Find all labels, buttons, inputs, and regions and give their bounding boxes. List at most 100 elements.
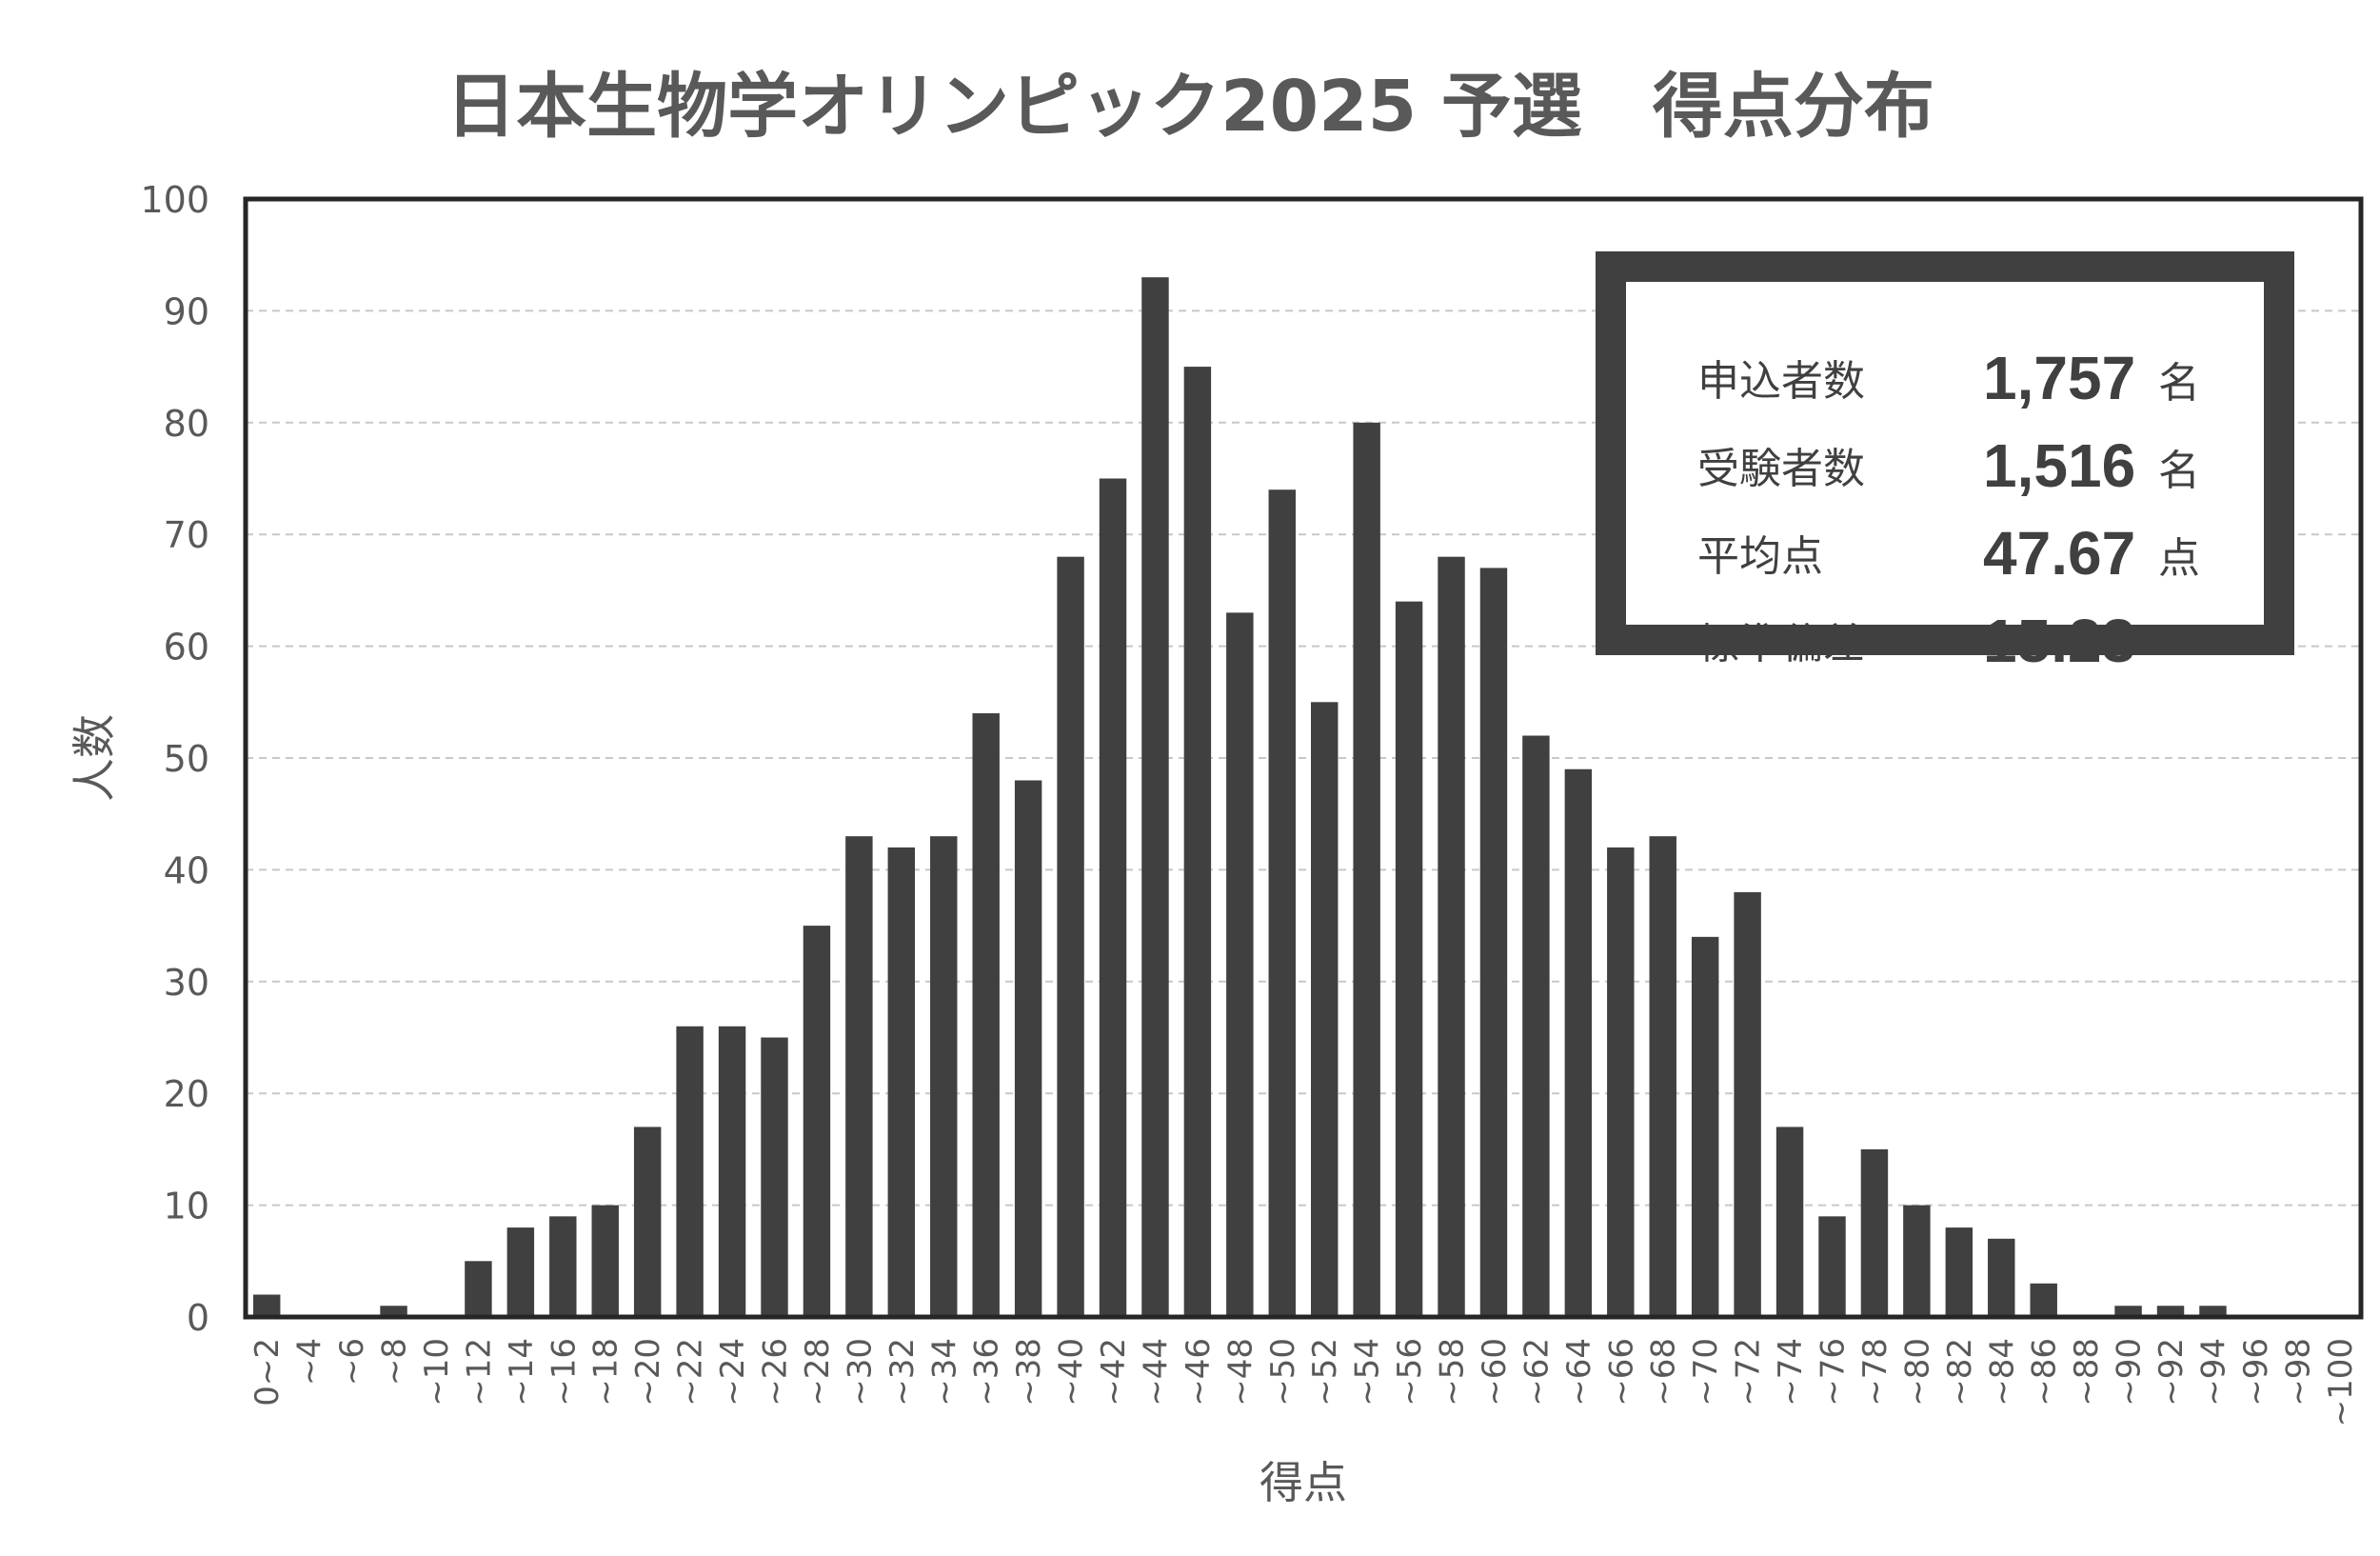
y-tick-labels: 0 10 20 30 40 50 60 70 80 90 100 [140, 179, 209, 1339]
bar [2199, 1306, 2227, 1317]
bar [465, 1261, 492, 1317]
x-tick-label: ~50 [1264, 1338, 1302, 1406]
bar [887, 847, 916, 1317]
x-tick-label: ~68 [1645, 1338, 1683, 1406]
stat-value-stdev: 15.23 [1983, 607, 2136, 675]
x-tick-label: ~54 [1349, 1338, 1387, 1406]
x-tick-label: ~88 [2068, 1338, 2106, 1406]
x-tick-label: ~70 [1687, 1338, 1725, 1406]
bar [1607, 847, 1635, 1317]
bar [1649, 836, 1676, 1317]
bar [761, 1037, 788, 1317]
y-tick-label: 20 [164, 1073, 209, 1115]
stat-label-mean: 平均点 [1697, 532, 1823, 581]
x-tick-label: ~74 [1772, 1338, 1810, 1406]
bar [1564, 768, 1593, 1317]
bar [930, 836, 958, 1317]
x-tick-label: ~92 [2152, 1338, 2191, 1406]
bar [676, 1026, 704, 1317]
stat-row-applicants: 申込者数 1,757 名 [1697, 333, 2231, 419]
x-tick-label: ~30 [841, 1338, 879, 1406]
x-tick-label: ~20 [629, 1338, 667, 1406]
bar [1057, 556, 1084, 1317]
bar [1141, 277, 1169, 1318]
x-tick-label: ~60 [1476, 1338, 1514, 1406]
bar [633, 1127, 662, 1317]
bar [845, 836, 873, 1317]
x-tick-label: ~66 [1602, 1338, 1640, 1406]
bar [1353, 422, 1380, 1317]
x-tick-label: ~14 [503, 1338, 541, 1406]
bar [1438, 556, 1465, 1317]
stat-unit-examinees: 名 [2158, 447, 2200, 495]
stat-row-examinees: 受験者数 1,516 名 [1697, 421, 2231, 507]
x-tick-label: ~12 [460, 1338, 498, 1406]
bar [2156, 1306, 2185, 1317]
y-tick-label: 40 [164, 849, 209, 891]
bar [718, 1026, 746, 1317]
bar [549, 1216, 577, 1317]
bar [1903, 1205, 1931, 1317]
x-tick-label: ~100 [2322, 1338, 2360, 1426]
x-tick-label: ~64 [1560, 1338, 1598, 1406]
bar [1734, 891, 1761, 1317]
bar [1099, 478, 1127, 1317]
stat-label-examinees: 受験者数 [1697, 445, 1865, 493]
bar [252, 1294, 281, 1317]
bar [1691, 936, 1719, 1317]
x-tick-label: ~52 [1306, 1338, 1344, 1406]
x-tick-label: ~18 [587, 1338, 625, 1406]
stat-value-mean: 47.67 [1983, 519, 2136, 588]
bar [1945, 1227, 1973, 1317]
stat-row-stdev: 標準偏差 15.23 [1697, 596, 2231, 682]
bar [1226, 612, 1254, 1317]
bar [803, 926, 831, 1317]
y-tick-label: 50 [164, 738, 209, 780]
x-tick-label: ~48 [1221, 1338, 1259, 1406]
x-tick-label: ~86 [2026, 1338, 2064, 1406]
x-tick-label: ~24 [714, 1338, 752, 1406]
stat-label-applicants: 申込者数 [1697, 357, 1865, 406]
y-tick-label: 60 [164, 627, 209, 668]
y-tick-label: 80 [164, 403, 209, 445]
x-tick-label: ~22 [672, 1338, 710, 1406]
bar [1310, 702, 1339, 1317]
x-tick-label: ~34 [925, 1338, 963, 1406]
plot-frame [243, 196, 2364, 1320]
bar [1988, 1238, 2015, 1317]
bar [1522, 735, 1550, 1317]
stat-value-applicants: 1,757 [1983, 344, 2136, 412]
bar [1268, 489, 1297, 1317]
x-tick-label: ~32 [883, 1338, 922, 1406]
bar [1479, 568, 1508, 1317]
x-tick-label: ~94 [2194, 1338, 2232, 1406]
x-tick-label: ~26 [757, 1338, 795, 1406]
x-tick-label: ~42 [1095, 1338, 1133, 1406]
bar [2114, 1306, 2142, 1317]
y-axis-label: 人数 [69, 714, 120, 802]
stat-unit-mean: 点 [2158, 534, 2200, 583]
x-tick-label: ~98 [2279, 1338, 2317, 1406]
x-tick-label: ~62 [1517, 1338, 1556, 1406]
bar [1860, 1148, 1889, 1317]
bar [1395, 601, 1423, 1317]
bar [1775, 1127, 1804, 1317]
x-tick-label: ~96 [2237, 1338, 2275, 1406]
y-tick-label: 10 [164, 1186, 209, 1227]
x-tick-label: ~36 [968, 1338, 1006, 1406]
x-tick-label: ~56 [1391, 1338, 1429, 1406]
stats-box: 申込者数 1,757 名 受験者数 1,516 名 平均点 47.67 点 標準… [1596, 251, 2294, 675]
chart-title: 日本生物学オリンピック2025 予選 得点分布 [446, 66, 1934, 148]
bar [972, 713, 1000, 1317]
stat-label-stdev: 標準偏差 [1697, 620, 1865, 668]
x-tick-label: ~44 [1137, 1338, 1175, 1406]
bar [1183, 367, 1212, 1318]
x-tick-label: ~4 [291, 1338, 329, 1386]
x-tick-label: ~80 [1898, 1338, 1936, 1406]
stat-unit-applicants: 名 [2158, 359, 2200, 408]
x-tick-label: ~84 [1983, 1338, 2021, 1406]
x-tick-label: ~6 [333, 1338, 371, 1386]
stat-value-examinees: 1,516 [1983, 431, 2136, 500]
x-tick-label: ~76 [1815, 1338, 1853, 1406]
bar [380, 1306, 407, 1317]
